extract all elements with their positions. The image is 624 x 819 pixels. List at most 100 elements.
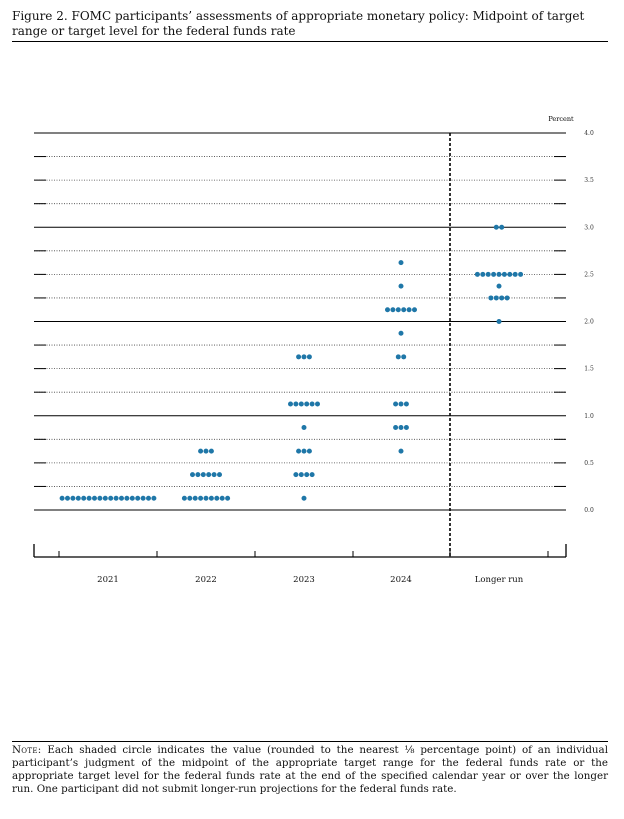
- x-tick-labels: 2021 2022 2023 2024 Longer run: [97, 575, 524, 585]
- dots: [59, 224, 524, 501]
- dot: [140, 495, 146, 501]
- dot: [81, 495, 87, 501]
- dot: [181, 495, 187, 501]
- dot: [398, 401, 404, 407]
- note-lead: Note:: [12, 744, 42, 756]
- dot: [301, 354, 307, 360]
- dot: [512, 271, 518, 277]
- dot: [480, 271, 486, 277]
- dot: [198, 495, 204, 501]
- dot: [108, 495, 114, 501]
- y-tick-labels: 0.0 0.5 1.0 1.5 2.0 2.5 3.0 3.5 4.0: [584, 130, 594, 514]
- dot: [390, 307, 396, 313]
- dot: [403, 401, 409, 407]
- dot: [296, 448, 302, 454]
- y-tick-label: 2.5: [584, 271, 594, 278]
- title-rule: [12, 41, 608, 42]
- dot: [485, 271, 491, 277]
- dot: [488, 295, 494, 301]
- gridlines: [34, 132, 566, 511]
- dot: [190, 472, 195, 478]
- dot: [124, 495, 130, 501]
- dot: [208, 448, 214, 454]
- dot: [151, 495, 157, 501]
- x-tick-label: 2022: [195, 575, 217, 585]
- dot: [102, 495, 108, 501]
- dot: [75, 495, 81, 501]
- dot: [192, 495, 198, 501]
- y-tick-label: 3.5: [584, 177, 594, 184]
- dot: [86, 495, 92, 501]
- y-axis-unit-label: Percent: [548, 115, 574, 123]
- dot: [385, 307, 390, 313]
- x-tick-label: 2024: [390, 575, 412, 585]
- dot: [412, 307, 417, 313]
- note-rule: [12, 741, 608, 742]
- dot: [219, 495, 225, 501]
- dot: [195, 472, 201, 478]
- dot: [135, 495, 141, 501]
- dot: [401, 307, 407, 313]
- dot: [304, 472, 310, 478]
- dot: [146, 495, 151, 501]
- dot: [296, 354, 302, 360]
- dot: [206, 472, 212, 478]
- dot: [401, 354, 407, 360]
- dot: [306, 354, 312, 360]
- dot: [211, 472, 217, 478]
- dot: [393, 401, 399, 407]
- dot: [474, 271, 480, 277]
- dot: [214, 495, 220, 501]
- dot: [499, 224, 505, 230]
- dot: [293, 472, 299, 478]
- dot: [113, 495, 119, 501]
- dot: [501, 271, 507, 277]
- dot: [398, 330, 404, 336]
- dot: [398, 283, 404, 289]
- y-tick-label: 4.0: [584, 130, 594, 137]
- dot: [65, 495, 70, 501]
- dot: [208, 495, 214, 501]
- dot: [496, 319, 502, 324]
- figure-note: Note: Each shaded circle indicates the v…: [12, 744, 608, 796]
- dot: [217, 472, 222, 478]
- y-tick-label: 2.0: [584, 319, 594, 326]
- dot: [225, 495, 231, 501]
- dot: [493, 295, 499, 301]
- dot: [499, 295, 505, 301]
- dot: [403, 425, 409, 431]
- dot: [496, 283, 502, 289]
- x-tick-label: 2021: [97, 575, 119, 585]
- dot: [301, 495, 307, 501]
- dot: [298, 472, 304, 478]
- dot: [198, 448, 204, 454]
- note-text: Each shaded circle indicates the value (…: [12, 744, 608, 795]
- dot: [301, 425, 307, 431]
- dot: [59, 495, 65, 501]
- dot: [92, 495, 97, 501]
- x-axis: [33, 544, 567, 558]
- dot: [395, 307, 401, 313]
- x-tick-label: Longer run: [475, 575, 524, 585]
- y-tick-label: 0.5: [584, 460, 594, 467]
- dot: [304, 401, 310, 407]
- dot: [493, 224, 499, 230]
- dot: [491, 271, 497, 277]
- dot: [70, 495, 76, 501]
- dot: [203, 495, 209, 501]
- dot: [315, 401, 320, 407]
- dot: [298, 401, 304, 407]
- dot: [406, 307, 412, 313]
- dot: [203, 448, 209, 454]
- x-tick-label: 2023: [293, 575, 315, 585]
- y-tick-label: 3.0: [584, 224, 594, 231]
- dot: [306, 448, 312, 454]
- dot: [187, 495, 193, 501]
- dot: [309, 472, 315, 478]
- y-tick-label: 1.5: [584, 366, 594, 373]
- dot: [129, 495, 135, 501]
- figure-title: Figure 2. FOMC participants’ assessments…: [12, 9, 585, 38]
- dot: [398, 425, 404, 431]
- dot: [395, 354, 401, 360]
